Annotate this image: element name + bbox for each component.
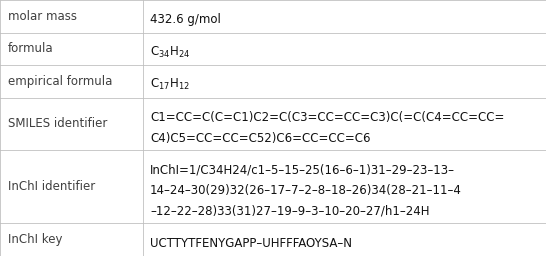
Text: SMILES identifier: SMILES identifier [8, 118, 108, 131]
Text: –12–22–28)33(31)27–19–9–3–10–20–27/h1–24H: –12–22–28)33(31)27–19–9–3–10–20–27/h1–24… [150, 205, 430, 218]
Text: C4)C5=CC=CC=C52)C6=CC=CC=C6: C4)C5=CC=CC=C52)C6=CC=CC=C6 [150, 132, 371, 145]
Text: C$_{17}$H$_{12}$: C$_{17}$H$_{12}$ [150, 77, 190, 92]
Text: formula: formula [8, 42, 54, 55]
Text: molar mass: molar mass [8, 10, 77, 23]
Text: InChI=1/C34H24/c1–5–15–25(16–6–1)31–29–23–13–: InChI=1/C34H24/c1–5–15–25(16–6–1)31–29–2… [150, 163, 455, 176]
Text: 432.6 g/mol: 432.6 g/mol [150, 13, 221, 26]
Text: InChI key: InChI key [8, 233, 63, 246]
Text: InChI identifier: InChI identifier [8, 180, 96, 194]
Text: C1=CC=C(C=C1)C2=C(C3=CC=CC=C3)C(=C(C4=CC=CC=: C1=CC=C(C=C1)C2=C(C3=CC=CC=C3)C(=C(C4=CC… [150, 111, 505, 124]
Text: 14–24–30(29)32(26–17–7–2–8–18–26)34(28–21–11–4: 14–24–30(29)32(26–17–7–2–8–18–26)34(28–2… [150, 184, 462, 197]
Text: UCTTYTFENYGAPP–UHFFFAOYSA–N: UCTTYTFENYGAPP–UHFFFAOYSA–N [150, 237, 352, 250]
Text: C$_{34}$H$_{24}$: C$_{34}$H$_{24}$ [150, 45, 190, 60]
Text: empirical formula: empirical formula [8, 75, 112, 88]
